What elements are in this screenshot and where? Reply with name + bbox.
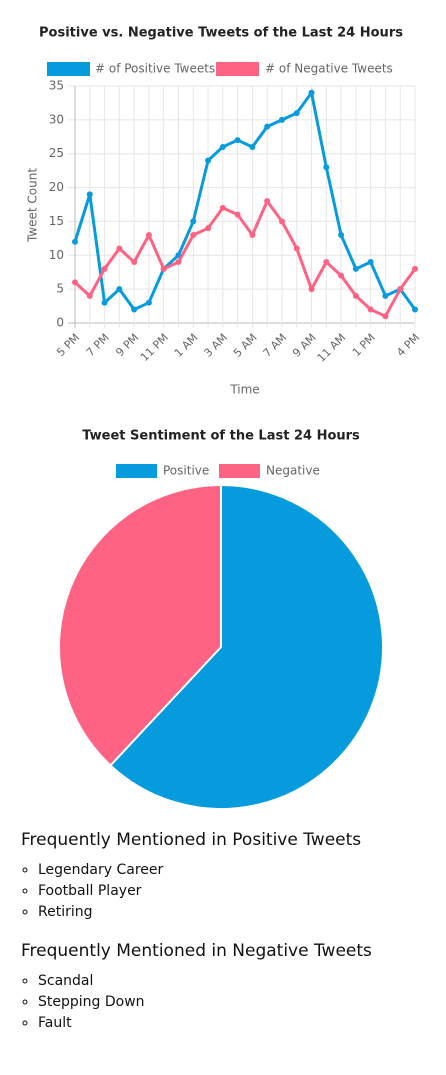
data-point bbox=[234, 137, 241, 144]
chart-title: Tweet Sentiment of the Last 24 Hours bbox=[82, 429, 360, 444]
data-point bbox=[412, 306, 418, 313]
data-point bbox=[160, 265, 167, 272]
x-tick-label: 1 AM bbox=[172, 331, 201, 360]
y-tick-label: 35 bbox=[49, 79, 64, 93]
pie-slice bbox=[109, 483, 384, 810]
data-point bbox=[367, 306, 374, 313]
data-point bbox=[278, 218, 285, 225]
x-tick-label: 11 PM bbox=[138, 331, 171, 364]
y-axis-label: Tweet Count bbox=[26, 168, 40, 243]
legend-label: # of Negative Tweets bbox=[265, 62, 393, 76]
data-point bbox=[101, 265, 108, 272]
data-point bbox=[338, 231, 345, 238]
data-point bbox=[86, 292, 93, 299]
list-item: Fault bbox=[38, 1013, 446, 1034]
x-tick-label: 5 PM bbox=[54, 331, 82, 359]
lists: Frequently Mentioned in Positive Tweets … bbox=[0, 820, 446, 1034]
data-point bbox=[264, 123, 271, 130]
x-tick-label: 4 PM bbox=[394, 331, 422, 359]
data-point bbox=[145, 231, 152, 238]
list-item: Football Player bbox=[38, 881, 446, 902]
x-axis-label: Time bbox=[229, 383, 259, 397]
y-tick-label: 0 bbox=[56, 316, 64, 330]
legend-swatch bbox=[47, 62, 90, 76]
x-tick-label: 5 AM bbox=[231, 331, 260, 360]
data-point bbox=[116, 245, 123, 252]
data-point bbox=[293, 110, 300, 117]
data-point bbox=[72, 238, 78, 245]
y-tick-label: 10 bbox=[49, 248, 64, 262]
data-point bbox=[205, 225, 212, 232]
data-point bbox=[264, 198, 271, 205]
list: Scandal Stepping Down Fault bbox=[0, 971, 446, 1034]
data-point bbox=[86, 191, 93, 198]
chart-title: Positive vs. Negative Tweets of the Last… bbox=[39, 26, 403, 41]
data-point bbox=[293, 245, 300, 252]
data-point bbox=[101, 299, 108, 306]
legend-swatch bbox=[116, 464, 157, 478]
series-line bbox=[73, 198, 417, 319]
data-point bbox=[323, 259, 330, 266]
x-tick-label: 3 AM bbox=[201, 331, 230, 360]
data-point bbox=[219, 204, 226, 211]
data-point bbox=[352, 292, 359, 299]
y-tick-label: 25 bbox=[49, 146, 64, 160]
data-point bbox=[338, 272, 345, 279]
data-point bbox=[323, 164, 330, 171]
data-point bbox=[116, 286, 123, 293]
list-item: Scandal bbox=[38, 971, 446, 992]
legend-label: Negative bbox=[266, 464, 320, 478]
data-point bbox=[308, 286, 315, 293]
series-line bbox=[73, 89, 417, 312]
data-point bbox=[278, 116, 285, 123]
x-tick-label: 7 PM bbox=[84, 331, 112, 359]
legend-swatch bbox=[219, 464, 260, 478]
list-heading: Frequently Mentioned in Positive Tweets bbox=[21, 830, 362, 850]
data-point bbox=[397, 286, 404, 293]
data-point bbox=[131, 259, 138, 266]
x-tick-label: 7 AM bbox=[261, 331, 290, 360]
list-item: Stepping Down bbox=[38, 992, 446, 1013]
data-point bbox=[145, 299, 152, 306]
list: Legendary Career Football Player Retirin… bbox=[0, 860, 446, 923]
legend-label: # of Positive Tweets bbox=[95, 62, 215, 76]
data-point bbox=[352, 265, 359, 272]
data-point bbox=[190, 218, 197, 225]
legend-label: Positive bbox=[163, 464, 209, 478]
legend-swatch bbox=[216, 62, 259, 76]
data-point bbox=[249, 231, 256, 238]
data-point bbox=[219, 143, 226, 150]
list-heading: Frequently Mentioned in Negative Tweets bbox=[21, 941, 372, 961]
y-tick-label: 5 bbox=[56, 282, 64, 296]
data-point bbox=[190, 231, 197, 238]
list-item: Retiring bbox=[38, 902, 446, 923]
data-point bbox=[234, 211, 241, 218]
charts: Positive vs. Negative Tweets of the Last… bbox=[26, 26, 422, 810]
data-point bbox=[205, 157, 212, 164]
y-tick-label: 20 bbox=[49, 180, 64, 194]
data-point bbox=[382, 292, 389, 299]
x-tick-label: 11 AM bbox=[315, 331, 349, 365]
data-point bbox=[367, 259, 374, 266]
data-point bbox=[308, 89, 315, 96]
data-point bbox=[131, 306, 138, 313]
pie-slice bbox=[58, 483, 222, 767]
data-point bbox=[249, 143, 256, 150]
data-point bbox=[412, 265, 418, 272]
data-point bbox=[175, 259, 182, 266]
list-item: Legendary Career bbox=[38, 860, 446, 881]
data-point bbox=[72, 279, 78, 286]
y-tick-label: 30 bbox=[49, 112, 64, 126]
data-point bbox=[382, 313, 389, 320]
x-tick-label: 1 PM bbox=[350, 331, 378, 359]
y-tick-label: 15 bbox=[49, 214, 64, 228]
